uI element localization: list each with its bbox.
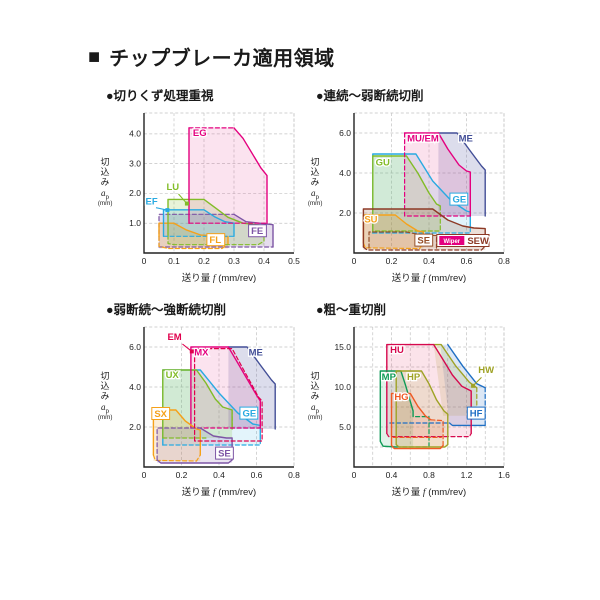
svg-text:6.0: 6.0 — [129, 342, 141, 352]
svg-text:EF: EF — [146, 197, 158, 208]
svg-text:5.0: 5.0 — [339, 422, 351, 432]
y-axis-label: 切込み ap (mm) — [97, 156, 113, 208]
svg-text:1.2: 1.2 — [461, 470, 473, 480]
chart-heading-interrupted: ●弱断続〜強断続切削 — [106, 303, 227, 317]
svg-text:2.0: 2.0 — [339, 208, 351, 218]
svg-text:GU: GU — [376, 157, 390, 168]
chart-heading-continuous: ●連続〜弱断続切削 — [316, 89, 424, 103]
chart-svg-interrupted: 0 0.2 0.4 0.6 0.8 2.0 4.0 6.0 送り量 f (mm/rev) GE UX… — [129, 326, 300, 498]
svg-text:2.0: 2.0 — [129, 422, 141, 432]
svg-text:EG: EG — [193, 128, 207, 139]
svg-text:HW: HW — [478, 365, 494, 376]
svg-text:SE: SE — [218, 449, 231, 460]
chart-block-heavy: ●粗〜重切削 切込み ap (mm) 0 0.4 0.8 1.2 1.6 5.0 10.0 1… — [306, 299, 514, 499]
chart-heading-chip-control: ●切りくず処理重視 — [106, 89, 214, 103]
svg-text:0.6: 0.6 — [251, 470, 263, 480]
svg-text:FE: FE — [251, 226, 263, 237]
svg-text:GE: GE — [242, 409, 256, 420]
svg-text:MP: MP — [382, 372, 397, 383]
page-title: ■ チップブレーカ適用領域 — [88, 42, 600, 71]
svg-text:GE: GE — [452, 195, 466, 206]
svg-text:4.0: 4.0 — [129, 382, 141, 392]
title-square-icon: ■ — [88, 45, 101, 68]
svg-text:LU: LU — [167, 182, 180, 193]
svg-text:SU: SU — [364, 215, 377, 226]
svg-text:0.4: 0.4 — [258, 256, 270, 266]
chart-heading-heavy: ●粗〜重切削 — [316, 303, 387, 317]
svg-text:0.2: 0.2 — [176, 470, 188, 480]
y-axis-label: 切込み ap (mm) — [307, 156, 323, 208]
svg-text:0.4: 0.4 — [213, 470, 225, 480]
svg-text:HG: HG — [394, 392, 408, 403]
svg-text:6.0: 6.0 — [339, 128, 351, 138]
svg-text:送り量 f (mm/rev): 送り量 f (mm/rev) — [182, 272, 256, 284]
svg-text:MU/EM: MU/EM — [407, 133, 439, 144]
svg-text:SEW: SEW — [467, 236, 489, 247]
svg-text:HP: HP — [407, 372, 421, 383]
charts-grid: ●切りくず処理重視 切込み ap (mm) 0 0.1 0.2 0.3 0.4 0.5 1.… — [96, 85, 600, 499]
chart-block-chip-control: ●切りくず処理重視 切込み ap (mm) 0 0.1 0.2 0.3 0.4 0.5 1.… — [96, 85, 304, 285]
svg-text:送り量 f (mm/rev): 送り量 f (mm/rev) — [392, 272, 466, 284]
svg-text:送り量 f (mm/rev): 送り量 f (mm/rev) — [182, 486, 256, 498]
chart-block-continuous: ●連続〜弱断続切削 切込み ap (mm) 0 0.2 0.4 0.6 0.8 2.0 4.… — [306, 85, 514, 285]
svg-text:ME: ME — [459, 133, 473, 144]
svg-text:HF: HF — [470, 409, 483, 420]
svg-text:4.0: 4.0 — [339, 168, 351, 178]
svg-text:0.4: 0.4 — [386, 470, 398, 480]
chart-block-interrupted: ●弱断続〜強断続切削 切込み ap (mm) 0 0.2 0.4 0.6 0.8 2.0 4… — [96, 299, 304, 499]
svg-text:0.2: 0.2 — [386, 256, 398, 266]
svg-text:HU: HU — [390, 345, 404, 356]
svg-text:MX: MX — [194, 347, 209, 358]
svg-text:FL: FL — [209, 235, 221, 246]
svg-text:0.8: 0.8 — [498, 256, 510, 266]
svg-text:SX: SX — [154, 409, 167, 420]
svg-text:15.0: 15.0 — [334, 342, 351, 352]
svg-text:0.1: 0.1 — [168, 256, 180, 266]
svg-text:0.8: 0.8 — [288, 470, 300, 480]
svg-text:0: 0 — [142, 256, 147, 266]
y-axis-label: 切込み ap (mm) — [97, 370, 113, 422]
svg-text:4.0: 4.0 — [129, 129, 141, 139]
svg-text:0.8: 0.8 — [423, 470, 435, 480]
svg-text:UX: UX — [166, 370, 180, 381]
svg-text:10.0: 10.0 — [334, 382, 351, 392]
svg-text:0.6: 0.6 — [461, 256, 473, 266]
svg-text:1.6: 1.6 — [498, 470, 510, 480]
svg-text:EM: EM — [167, 332, 181, 343]
y-axis-label: 切込み ap (mm) — [307, 370, 323, 422]
svg-text:1.0: 1.0 — [129, 218, 141, 228]
svg-text:Wiper: Wiper — [444, 239, 461, 245]
svg-text:SE: SE — [417, 236, 430, 247]
svg-text:2.0: 2.0 — [129, 188, 141, 198]
svg-text:送り量 f (mm/rev): 送り量 f (mm/rev) — [392, 486, 466, 498]
svg-text:3.0: 3.0 — [129, 158, 141, 168]
svg-text:0.4: 0.4 — [423, 256, 435, 266]
chart-svg-chip-control: 0 0.1 0.2 0.3 0.4 0.5 1.0 2.0 3.0 4.0 送り量 f (mm/re… — [129, 112, 300, 284]
page-title-text: チップブレーカ適用領域 — [109, 48, 335, 70]
svg-text:0: 0 — [142, 470, 147, 480]
svg-text:0: 0 — [352, 256, 357, 266]
chart-svg-heavy: 0 0.4 0.8 1.2 1.6 5.0 10.0 15.0 送り量 f (mm/rev) HF… — [334, 326, 510, 498]
svg-text:0.2: 0.2 — [198, 256, 210, 266]
svg-text:ME: ME — [249, 347, 263, 358]
svg-text:0.5: 0.5 — [288, 256, 300, 266]
chart-svg-continuous: 0 0.2 0.4 0.6 0.8 2.0 4.0 6.0 送り量 f (mm/rev) GE GU… — [339, 112, 510, 284]
svg-text:0: 0 — [352, 470, 357, 480]
svg-text:0.3: 0.3 — [228, 256, 240, 266]
